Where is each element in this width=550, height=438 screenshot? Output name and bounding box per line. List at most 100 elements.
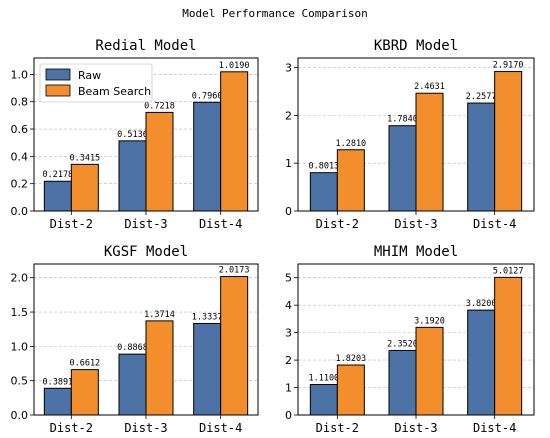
y-tick-label: 0.5 xyxy=(11,375,29,388)
bar-beam-search xyxy=(336,364,365,416)
bar-raw xyxy=(43,387,72,416)
x-tick-label: Dist-3 xyxy=(394,217,437,231)
y-tick-label: 1.0 xyxy=(11,340,29,353)
y-tick-label: 3 xyxy=(285,62,292,75)
data-label: 1.7840 xyxy=(387,115,418,125)
x-tick-label: Dist-4 xyxy=(473,217,516,231)
data-label: 0.6612 xyxy=(69,359,100,369)
data-label: 1.2810 xyxy=(335,139,366,149)
panel-title: Redial Model xyxy=(95,38,196,54)
chart-panel-2: KBRD Model 0 1 2 3 0.8013 1.2810 Dist-2 1.7840 2.… xyxy=(285,38,535,231)
data-label: 2.4631 xyxy=(414,82,445,92)
y-tick-label: 0.2 xyxy=(11,178,29,191)
y-tick-label: 5 xyxy=(285,272,292,285)
bar-beam-search xyxy=(70,369,99,416)
x-tick-label: Dist-2 xyxy=(316,217,359,231)
y-tick-label: 1 xyxy=(285,382,292,395)
x-tick-label: Dist-4 xyxy=(473,421,516,435)
y-tick-label: 3 xyxy=(285,327,292,340)
bar-beam-search xyxy=(415,92,444,212)
legend-swatch-raw xyxy=(45,68,71,81)
x-tick-label: Dist-4 xyxy=(199,421,242,435)
panel-title: KBRD Model xyxy=(374,38,458,54)
y-tick-label: 1.5 xyxy=(11,306,29,319)
x-tick-label: Dist-3 xyxy=(124,421,167,435)
y-tick-label: 0.6 xyxy=(11,123,29,136)
y-tick-label: 0.4 xyxy=(11,150,29,163)
data-label: 2.3520 xyxy=(387,339,418,349)
data-label: 5.0127 xyxy=(493,266,524,276)
x-tick-label: Dist-2 xyxy=(316,421,359,435)
data-label: 3.8200 xyxy=(466,299,497,309)
data-label: 1.3337 xyxy=(192,312,223,322)
bar-beam-search xyxy=(220,71,249,212)
data-label: 0.7960 xyxy=(192,91,223,101)
chart-panel-1: Redial Model 0.0 0.2 0.4 0.6 0.8 1.0 0.2178 0.34… xyxy=(11,38,259,231)
bar-raw xyxy=(193,101,222,212)
y-tick-label: 1 xyxy=(285,157,292,170)
bar-raw xyxy=(193,322,222,416)
legend: Raw Beam Search xyxy=(39,63,153,103)
panel-title: KGSF Model xyxy=(104,244,188,260)
bar-beam-search xyxy=(415,326,444,416)
bar-beam-search xyxy=(70,163,99,212)
data-label: 0.2178 xyxy=(42,170,73,180)
bar-beam-search xyxy=(145,111,174,212)
bar-raw xyxy=(467,102,496,212)
x-tick-label: Dist-4 xyxy=(199,217,242,231)
bar-beam-search xyxy=(494,71,523,212)
bar-raw xyxy=(388,125,417,212)
axes-frame xyxy=(297,263,535,416)
bar-beam-search xyxy=(145,320,174,416)
axes-frame xyxy=(33,57,259,212)
bar-raw xyxy=(388,349,417,416)
axes-frame xyxy=(297,57,535,212)
bar-raw xyxy=(309,384,338,416)
bar-raw xyxy=(309,172,338,212)
legend-label: Raw xyxy=(78,69,101,82)
bar-raw xyxy=(118,140,147,212)
x-tick-label: Dist-3 xyxy=(124,217,167,231)
data-label: 0.7218 xyxy=(144,101,175,111)
figure-title: Model Performance Comparison xyxy=(182,7,367,20)
data-label: 2.9170 xyxy=(493,61,524,71)
legend-label: Beam Search xyxy=(78,85,151,98)
bar-beam-search xyxy=(494,276,523,416)
data-label: 3.1920 xyxy=(414,316,445,326)
y-tick-label: 0.0 xyxy=(11,205,29,218)
bar-raw xyxy=(118,353,147,416)
y-tick-label: 0.0 xyxy=(11,409,29,422)
data-label: 0.3891 xyxy=(42,377,73,387)
data-label: 1.0190 xyxy=(219,61,250,71)
y-tick-label: 0 xyxy=(285,409,292,422)
chart-panel-3: KGSF Model 0.0 0.5 1.0 1.5 2.0 0.3891 0.6612 Dis… xyxy=(11,244,259,435)
bar-raw xyxy=(467,309,496,416)
y-tick-label: 0 xyxy=(285,205,292,218)
data-label: 0.8013 xyxy=(308,162,339,172)
data-label: 1.1100 xyxy=(308,374,339,384)
bar-beam-search xyxy=(336,149,365,212)
x-tick-label: Dist-2 xyxy=(50,217,93,231)
data-label: 0.3415 xyxy=(69,153,100,163)
data-label: 1.8203 xyxy=(335,354,366,364)
axes-frame xyxy=(33,263,259,416)
y-tick-label: 1.0 xyxy=(11,68,29,81)
y-tick-label: 0.8 xyxy=(11,96,29,109)
data-label: 1.3714 xyxy=(144,310,175,320)
data-label: 2.0173 xyxy=(219,266,250,276)
y-tick-label: 2 xyxy=(285,109,292,122)
y-tick-label: 4 xyxy=(285,299,292,312)
x-tick-label: Dist-3 xyxy=(394,421,437,435)
panel-title: MHIM Model xyxy=(374,244,458,260)
x-tick-label: Dist-2 xyxy=(50,421,93,435)
legend-swatch-beam-search xyxy=(45,84,71,97)
bar-raw xyxy=(43,180,72,212)
y-tick-label: 2 xyxy=(285,354,292,367)
data-label: 2.2577 xyxy=(466,92,497,102)
data-label: 0.5136 xyxy=(117,130,148,140)
chart-panel-4: MHIM Model 0 1 2 3 4 5 1.1100 1.8203 Dist-2 2.3520… xyxy=(285,244,535,435)
bar-beam-search xyxy=(220,276,249,416)
data-label: 0.8868 xyxy=(117,343,148,353)
y-tick-label: 2.0 xyxy=(11,272,29,285)
